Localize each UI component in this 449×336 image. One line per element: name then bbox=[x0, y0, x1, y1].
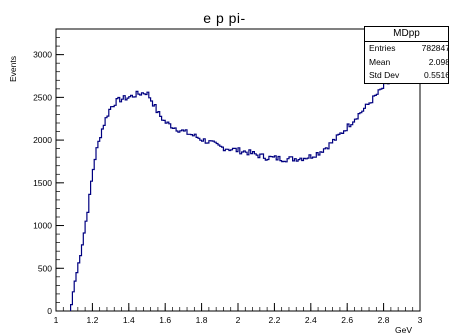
x-tick-label: 1.4 bbox=[123, 315, 135, 325]
y-tick-label: 1500 bbox=[33, 178, 52, 188]
y-tick-label: 0 bbox=[47, 306, 52, 316]
axis-ticks bbox=[55, 28, 421, 312]
x-axis-label: GeV bbox=[395, 325, 412, 335]
y-tick-label: 3000 bbox=[33, 50, 52, 60]
stats-box: MDpp Entries 782847 Mean 2.098 Std Dev 0… bbox=[364, 26, 449, 84]
y-tick-label: 500 bbox=[38, 263, 52, 273]
stats-row-mean: Mean 2.098 bbox=[365, 56, 449, 70]
x-tick-label: 3 bbox=[418, 315, 423, 325]
y-axis: 0 500 1000 1500 2000 2500 3000 bbox=[33, 50, 52, 316]
chart-title: e p pi- bbox=[203, 10, 246, 26]
stats-label: Std Dev bbox=[369, 70, 400, 80]
y-tick-label: 1000 bbox=[33, 221, 52, 231]
stats-row-entries: Entries 782847 bbox=[365, 42, 449, 56]
x-tick-label: 2.8 bbox=[378, 315, 390, 325]
y-tick-label: 2000 bbox=[33, 135, 52, 145]
x-tick-label: 2 bbox=[236, 315, 241, 325]
x-tick-label: 2.6 bbox=[341, 315, 353, 325]
x-tick-label: 2.2 bbox=[268, 315, 280, 325]
stats-value: 2.098 bbox=[428, 56, 449, 67]
x-tick-label: 1.6 bbox=[159, 315, 171, 325]
stats-title: MDpp bbox=[365, 27, 448, 42]
histogram-line bbox=[70, 65, 415, 311]
stats-value: 782847 bbox=[421, 43, 449, 53]
x-tick-label: 1 bbox=[54, 315, 59, 325]
stats-label: Mean bbox=[369, 56, 391, 67]
stats-row-stddev: Std Dev 0.5516 bbox=[365, 69, 449, 83]
y-tick-label: 2500 bbox=[33, 92, 52, 102]
stats-value: 0.5516 bbox=[424, 70, 449, 80]
x-axis: 1 1.2 1.4 1.6 1.8 2 2.2 2.4 2.6 2.8 3 bbox=[54, 315, 423, 325]
x-tick-label: 2.4 bbox=[305, 315, 317, 325]
y-axis-label: Events bbox=[8, 56, 18, 82]
x-tick-label: 1.8 bbox=[196, 315, 208, 325]
x-tick-label: 1.2 bbox=[86, 315, 98, 325]
stats-label: Entries bbox=[369, 43, 396, 53]
